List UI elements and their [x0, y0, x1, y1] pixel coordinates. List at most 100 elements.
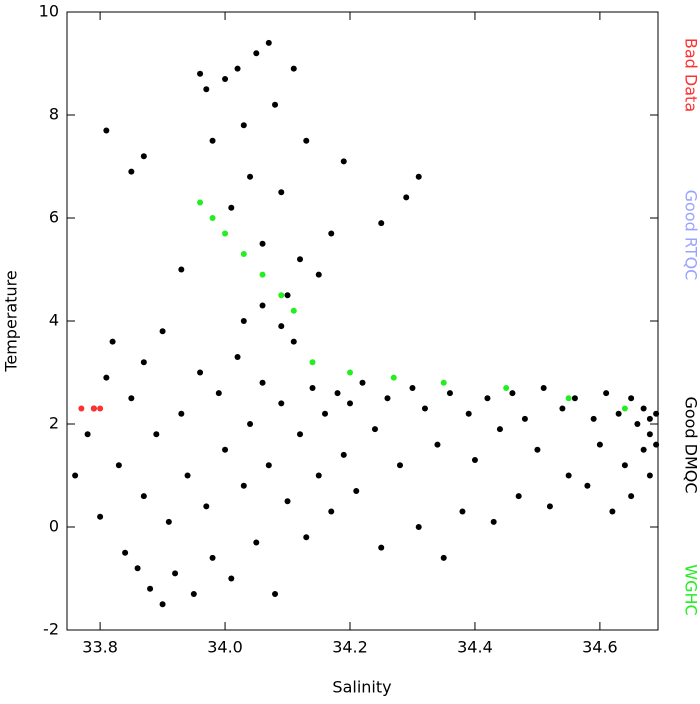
- point: [509, 390, 515, 396]
- point: [160, 601, 166, 607]
- point: [409, 385, 415, 391]
- y-tick-label: 0: [49, 517, 59, 536]
- y-tick-label: 4: [49, 311, 59, 330]
- point: [297, 256, 303, 262]
- point: [653, 442, 659, 448]
- point: [441, 380, 447, 386]
- point: [466, 411, 472, 417]
- point: [360, 380, 366, 386]
- point: [203, 86, 209, 92]
- point: [141, 359, 147, 365]
- point: [241, 483, 247, 489]
- point: [503, 385, 509, 391]
- point: [484, 395, 490, 401]
- point: [241, 122, 247, 128]
- point: [472, 457, 478, 463]
- point: [72, 473, 78, 479]
- point: [228, 576, 234, 582]
- y-tick-label: 6: [49, 208, 59, 227]
- point: [310, 385, 316, 391]
- point: [235, 354, 241, 360]
- point: [110, 339, 116, 345]
- point: [491, 519, 497, 525]
- point: [641, 406, 647, 412]
- point: [291, 339, 297, 345]
- point: [647, 431, 653, 437]
- point: [103, 375, 109, 381]
- point: [522, 416, 528, 422]
- point: [260, 380, 266, 386]
- point: [447, 390, 453, 396]
- x-tick-label: 34.6: [582, 638, 618, 657]
- point: [122, 550, 128, 556]
- point: [622, 406, 628, 412]
- point: [116, 462, 122, 468]
- point: [135, 565, 141, 571]
- legend-label: Good RTQC: [682, 190, 700, 281]
- point: [322, 411, 328, 417]
- legend-label: Good DMQC: [682, 396, 700, 493]
- point: [634, 421, 640, 427]
- point: [97, 514, 103, 520]
- point: [647, 473, 653, 479]
- point: [316, 473, 322, 479]
- point: [222, 76, 228, 82]
- legend-label: Bad Data: [682, 38, 700, 112]
- point: [647, 416, 653, 422]
- point: [616, 411, 622, 417]
- point: [603, 390, 609, 396]
- point: [328, 230, 334, 236]
- point: [516, 493, 522, 499]
- point: [378, 220, 384, 226]
- point: [178, 411, 184, 417]
- point: [416, 174, 422, 180]
- point: [172, 570, 178, 576]
- point: [547, 503, 553, 509]
- point: [278, 400, 284, 406]
- point: [285, 498, 291, 504]
- x-tick-label: 34.4: [457, 638, 493, 657]
- point: [247, 421, 253, 427]
- x-tick-label: 34.0: [207, 638, 243, 657]
- x-tick-label: 34.2: [332, 638, 368, 657]
- point: [266, 462, 272, 468]
- point: [609, 509, 615, 515]
- point: [497, 426, 503, 432]
- point: [391, 375, 397, 381]
- point: [278, 292, 284, 298]
- point: [441, 555, 447, 561]
- point: [160, 328, 166, 334]
- point: [378, 545, 384, 551]
- point: [372, 426, 378, 432]
- point: [353, 488, 359, 494]
- point: [235, 66, 241, 72]
- point: [278, 323, 284, 329]
- point: [584, 483, 590, 489]
- point: [628, 493, 634, 499]
- point: [572, 395, 578, 401]
- y-tick-label: -2: [43, 620, 59, 639]
- point: [316, 272, 322, 278]
- point: [185, 473, 191, 479]
- point: [222, 230, 228, 236]
- point: [197, 71, 203, 77]
- legend-label: WGHC: [682, 564, 700, 615]
- point: [128, 395, 134, 401]
- point: [103, 127, 109, 133]
- point: [341, 452, 347, 458]
- point: [622, 462, 628, 468]
- point: [253, 50, 259, 56]
- point: [241, 318, 247, 324]
- point: [278, 189, 284, 195]
- point: [653, 411, 659, 417]
- point: [78, 406, 84, 412]
- point: [210, 215, 216, 221]
- plot-frame: [67, 12, 658, 630]
- point: [335, 390, 341, 396]
- point: [328, 509, 334, 515]
- point: [641, 447, 647, 453]
- point: [459, 509, 465, 515]
- point: [247, 174, 253, 180]
- y-tick-label: 8: [49, 105, 59, 124]
- point: [191, 591, 197, 597]
